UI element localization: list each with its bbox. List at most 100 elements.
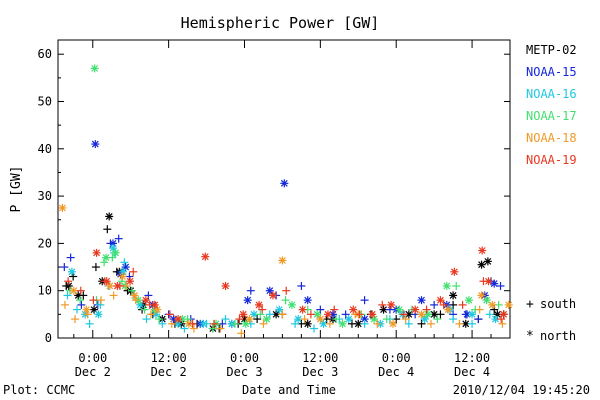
north-point xyxy=(105,281,114,290)
x-tick-time-label: 12:00 xyxy=(151,351,187,365)
north-point xyxy=(389,319,398,328)
north-point xyxy=(442,281,451,290)
north-point xyxy=(105,212,114,221)
north-point xyxy=(102,253,111,262)
north-point xyxy=(328,310,337,319)
south-point xyxy=(155,315,164,324)
north-point xyxy=(303,296,312,305)
north-point xyxy=(268,291,277,300)
south-point xyxy=(64,277,73,286)
x-tick-time-label: 0:00 xyxy=(382,351,411,365)
south-point xyxy=(310,324,319,333)
north-point xyxy=(262,315,271,324)
north-point xyxy=(499,310,508,319)
south-point xyxy=(165,310,174,319)
south-point xyxy=(189,324,198,333)
x-tick-time-label: 12:00 xyxy=(302,351,338,365)
south-point xyxy=(246,286,255,295)
north-point xyxy=(141,296,150,305)
south-point xyxy=(316,305,325,314)
south-point xyxy=(63,291,72,300)
north-point xyxy=(280,179,289,188)
marker-legend-symbol: + xyxy=(526,297,534,312)
north-point xyxy=(464,296,473,305)
marker-legend-label: south xyxy=(540,297,576,311)
south-point xyxy=(117,277,126,286)
north-point xyxy=(344,315,353,324)
plot-credit: Plot: CCMC xyxy=(3,383,75,397)
south-point xyxy=(452,281,461,290)
south-point xyxy=(399,310,408,319)
south-point xyxy=(91,263,100,272)
north-point xyxy=(241,319,250,328)
north-point xyxy=(91,140,100,149)
south-point xyxy=(208,324,217,333)
x-tick-time-label: 0:00 xyxy=(230,351,259,365)
south-point xyxy=(96,296,105,305)
north-point xyxy=(303,319,312,328)
south-point xyxy=(235,315,244,324)
x-tick-date-label: Dec 4 xyxy=(454,365,490,379)
south-point xyxy=(449,315,458,324)
north-point xyxy=(313,310,322,319)
south-point xyxy=(158,319,167,328)
data-points xyxy=(58,64,513,338)
north-point xyxy=(395,305,404,314)
south-point xyxy=(485,310,494,319)
north-point xyxy=(118,272,127,281)
north-point xyxy=(287,300,296,309)
legend-entry: METP-02 xyxy=(526,43,577,57)
south-point xyxy=(60,300,69,309)
south-point xyxy=(422,305,431,314)
north-point xyxy=(379,305,388,314)
north-point xyxy=(483,257,492,266)
south-point xyxy=(341,310,350,319)
north-point xyxy=(243,296,252,305)
south-point xyxy=(458,300,467,309)
north-point xyxy=(298,305,307,314)
x-tick-date-label: Dec 2 xyxy=(151,365,187,379)
south-point xyxy=(360,296,369,305)
north-point xyxy=(82,305,91,314)
south-point xyxy=(278,310,287,319)
north-point xyxy=(113,281,122,290)
north-point xyxy=(477,260,486,269)
south-point xyxy=(72,305,81,314)
x-tick-date-label: Dec 4 xyxy=(378,365,414,379)
south-point xyxy=(468,319,477,328)
north-point xyxy=(323,310,332,319)
south-point xyxy=(66,253,75,262)
south-point xyxy=(474,315,483,324)
legend-entry: NOAA-18 xyxy=(526,131,577,145)
north-point xyxy=(265,286,274,295)
legend-entry: NOAA-19 xyxy=(526,153,577,167)
x-axis-label: Date and Time xyxy=(242,383,336,397)
south-point xyxy=(167,319,176,328)
north-point xyxy=(221,281,230,290)
south-point xyxy=(109,291,118,300)
north-point xyxy=(150,300,159,309)
south-point xyxy=(180,324,189,333)
south-point xyxy=(265,310,274,319)
south-point xyxy=(114,234,123,243)
x-tick-time-label: 0:00 xyxy=(78,351,107,365)
north-point xyxy=(275,305,284,314)
north-point xyxy=(67,267,76,276)
north-point xyxy=(174,315,183,324)
legend-entry: NOAA-17 xyxy=(526,109,577,123)
south-point xyxy=(455,319,464,328)
south-point xyxy=(188,319,197,328)
north-point xyxy=(449,291,458,300)
timestamp: 2010/12/04 19:45:20 xyxy=(453,383,590,397)
north-point xyxy=(111,248,120,257)
y-axis: 0 10 20 30 40 50 60 xyxy=(38,47,510,345)
north-point xyxy=(484,277,493,286)
y-tick-label: 40 xyxy=(38,142,52,156)
south-point xyxy=(76,286,85,295)
south-point xyxy=(237,329,246,338)
south-point xyxy=(146,310,155,319)
north-point xyxy=(199,319,208,328)
south-point xyxy=(89,296,98,305)
south-point xyxy=(282,286,291,295)
